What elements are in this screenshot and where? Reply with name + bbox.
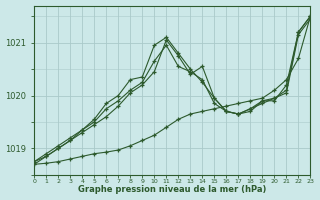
- X-axis label: Graphe pression niveau de la mer (hPa): Graphe pression niveau de la mer (hPa): [78, 185, 267, 194]
